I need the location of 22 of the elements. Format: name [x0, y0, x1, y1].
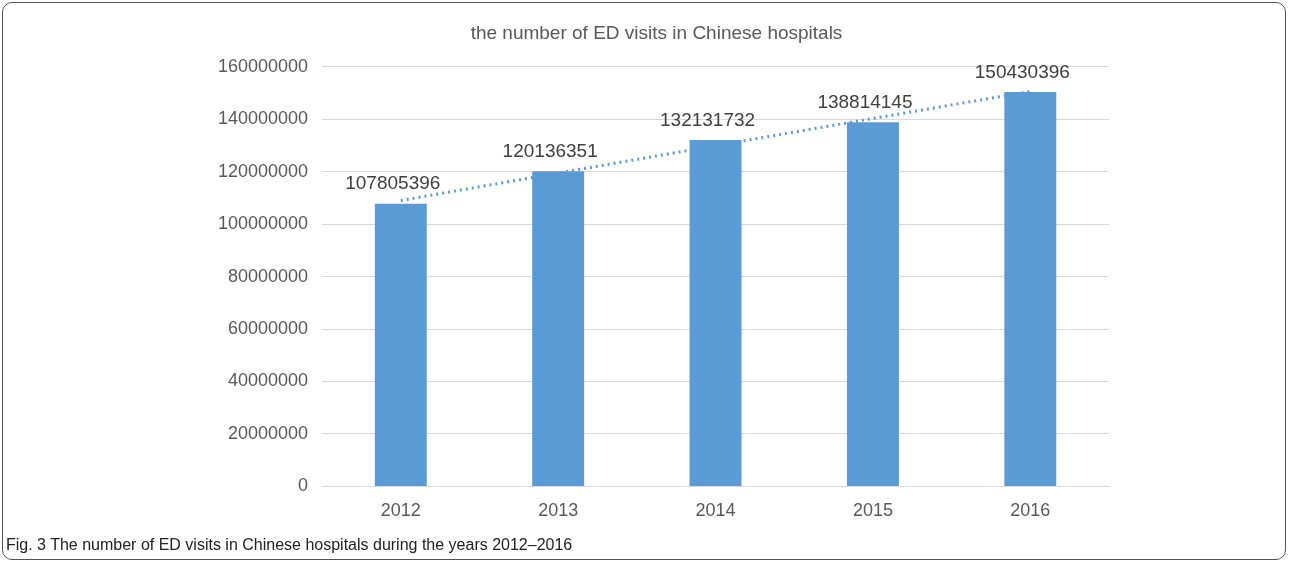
y-tick-label: 40000000	[228, 370, 309, 391]
x-tick-label: 2012	[380, 500, 421, 521]
x-tick-label: 2015	[852, 500, 893, 521]
chart-title: the number of ED visits in Chinese hospitals	[470, 21, 843, 43]
data-label: 150430396	[974, 60, 1070, 82]
y-tick-label: 80000000	[228, 265, 309, 286]
x-tick-label: 2016	[1010, 500, 1051, 521]
x-tick-label: 2013	[538, 500, 579, 521]
caption: Fig. 3 The number of ED visits in Chinese hospitals during the years 2012–2016	[6, 536, 573, 554]
y-tick-label: 140000000	[217, 108, 309, 129]
y-tick-label: 20000000	[228, 422, 309, 443]
data-label: 132131732	[659, 108, 756, 130]
data-label: 138814145	[817, 91, 913, 113]
y-tick-label: 60000000	[228, 318, 309, 339]
y-tick-label: 0	[298, 475, 309, 496]
data-label: 107805396	[345, 172, 441, 194]
data-label: 120136351	[502, 140, 598, 162]
y-tick-label: 160000000	[217, 55, 309, 76]
bar	[374, 203, 427, 486]
x-tick-label: 2014	[695, 500, 736, 521]
y-tick-label: 100000000	[217, 213, 309, 234]
y-tick-label: 120000000	[217, 160, 309, 181]
